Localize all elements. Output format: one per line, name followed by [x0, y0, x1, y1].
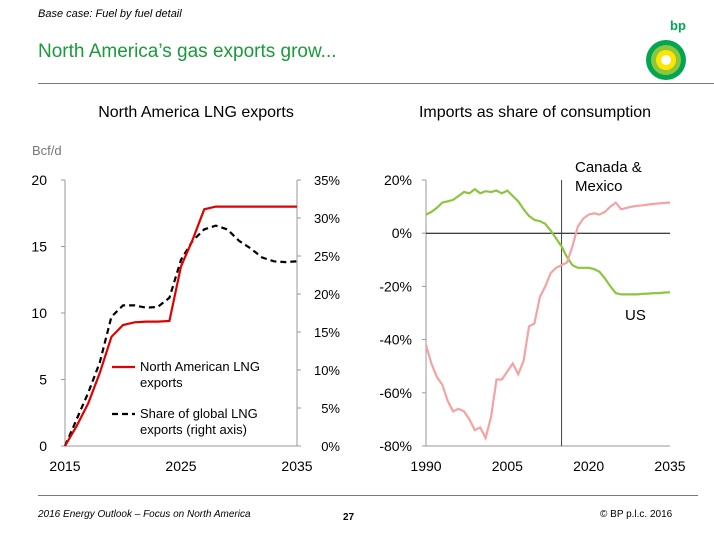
lng-y-tick-label: 20	[31, 172, 47, 188]
annotation-canada-mexico-line2: Mexico	[575, 178, 623, 195]
series-canada-mexico-line	[425, 187, 671, 296]
footer-source: 2016 Energy Outlook – Focus on North Ame…	[38, 509, 251, 520]
imports-x-tick-label: 2035	[654, 458, 685, 474]
lng-y2-tick-label: 5%	[321, 401, 340, 416]
copyright: © BP p.l.c. 2016	[600, 509, 673, 520]
lng-y2-tick-label: 15%	[314, 325, 340, 340]
helios-icon	[646, 40, 686, 80]
imports-y-tick-label: -20%	[379, 278, 412, 294]
slide-title: North America’s gas exports grow...	[38, 41, 337, 62]
annotation-canada-mexico-line1: Canada &	[575, 159, 642, 176]
lng-x-tick-label: 2025	[165, 458, 196, 474]
lng-y2-tick-label: 25%	[314, 249, 340, 264]
lng-y-tick-label: 0	[39, 438, 47, 454]
title-divider	[38, 83, 714, 84]
bp-logo: bp	[646, 18, 686, 80]
imports-y-tick-label: -80%	[379, 438, 412, 454]
lng-y-tick-label: 15	[31, 239, 47, 255]
imports-x-tick-label: 1990	[410, 458, 441, 474]
bp-logo-text: bp	[670, 18, 686, 33]
lng-y2-tick-label: 35%	[314, 173, 340, 188]
lng-chart-title: North America LNG exports	[98, 104, 294, 121]
legend-label-share-global-line2: exports (right axis)	[140, 422, 247, 437]
annotation-us: US	[625, 307, 646, 324]
series-share-global-lng-line	[63, 224, 298, 447]
lng-exports-chart: North America LNG exports Bcf/d 0 5 10 15 20…	[31, 104, 340, 474]
lng-y-tick-label: 5	[39, 372, 47, 388]
imports-y-tick-label: 0%	[392, 225, 412, 241]
imports-x-tick-label: 2020	[573, 458, 604, 474]
lng-y-tick-label: 10	[31, 305, 47, 321]
imports-x-tick-label: 2005	[492, 458, 523, 474]
imports-y-tick-label: -40%	[379, 332, 412, 348]
series-north-american-lng-line	[64, 205, 297, 447]
legend-label-lng-exports-line2: exports	[140, 375, 183, 390]
page-number: 27	[343, 512, 355, 523]
imports-y-tick-label: -60%	[379, 385, 412, 401]
footer-divider	[38, 495, 698, 496]
legend-label-share-global-line1: Share of global LNG	[140, 406, 258, 421]
imports-y-tick-label: 20%	[384, 172, 412, 188]
imports-share-chart: Imports as share of consumption -80% -60%…	[379, 104, 685, 474]
legend-label-lng-exports-line1: North American LNG	[140, 359, 260, 374]
lng-y2-tick-label: 30%	[314, 211, 340, 226]
lng-x-tick-label: 2015	[49, 458, 80, 474]
lng-x-tick-label: 2035	[281, 458, 312, 474]
series-us-line	[424, 201, 671, 442]
lng-y2-tick-label: 10%	[314, 363, 340, 378]
lng-y-axis-label: Bcf/d	[32, 143, 62, 158]
lng-y2-tick-label: 20%	[314, 287, 340, 302]
lng-chart-legend: North American LNG exports Share of glob…	[112, 359, 260, 437]
case-label: Base case: Fuel by fuel detail	[38, 8, 182, 20]
imports-chart-title: Imports as share of consumption	[419, 104, 651, 121]
lng-y2-tick-label: 0%	[321, 439, 340, 454]
